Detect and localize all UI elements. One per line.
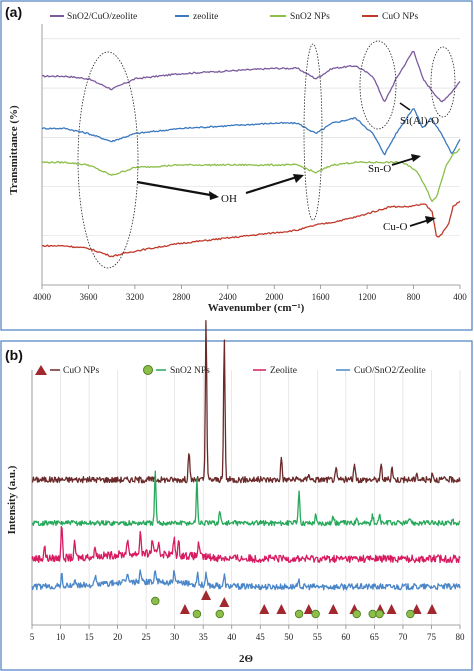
- xrd-series-sno2-nps: [31, 470, 461, 527]
- legend-b-item-3: Zeolite: [270, 366, 297, 376]
- ftir-legend: SnO2/CuO/zeolite zeolite SnO2 NPs CuO NP…: [50, 12, 418, 22]
- sno2-phase-marker: [192, 609, 202, 619]
- sno2-phase-marker: [406, 609, 415, 619]
- legend-b-item-1: CuO NPs: [63, 366, 99, 376]
- ftir-tick-label: 2000: [265, 292, 284, 302]
- ftir-series-sno2-cuo-zeolite: [41, 50, 461, 103]
- cu-o-annotation: Cu-O: [383, 221, 408, 233]
- xrd-phase-markers: [151, 590, 438, 619]
- ftir-tick-label: 3600: [79, 292, 98, 302]
- ftir-grid: [42, 38, 460, 237]
- oh-arrow-left-head: [209, 191, 219, 200]
- xrd-tick-label: 75: [427, 632, 437, 642]
- legend-b-circle-marker: [143, 365, 153, 375]
- xrd-tick-label: 25: [142, 632, 152, 642]
- cuo-phase-marker: [386, 604, 397, 614]
- legend-b-triangle-marker: [35, 365, 47, 375]
- cuo-phase-marker: [219, 597, 230, 607]
- xrd-x-axis-title: 2Θ: [239, 653, 254, 665]
- xrd-tick-label: 65: [370, 632, 380, 642]
- ftir-series-zeolite: [41, 108, 461, 156]
- oh-arrow-right: [245, 174, 301, 195]
- ftir-tick-label: 400: [453, 292, 467, 302]
- ftir-tick-label: 2400: [219, 292, 238, 302]
- ftir-series: [41, 50, 461, 258]
- legend-b-item-2: SnO2 NPs: [170, 366, 210, 376]
- ftir-series-sno2-nps: [41, 148, 461, 203]
- xrd-tick-label: 50: [284, 632, 294, 642]
- legend-b-item-4: CuO/SnO2/Zeolite: [354, 366, 426, 376]
- xrd-tick-label: 20: [113, 632, 123, 642]
- panel-b-label: (b): [5, 347, 23, 363]
- sno2-phase-marker: [294, 609, 304, 619]
- xrd-tick-label: 10: [56, 632, 66, 642]
- cu-o-arrow-head: [425, 216, 436, 224]
- legend-a-item-2: zeolite: [193, 12, 218, 22]
- legend-a-item-3: SnO2 NPs: [290, 12, 330, 22]
- si-al-o-ellipse: [359, 40, 397, 130]
- xrd-tick-label: 35: [199, 632, 209, 642]
- cuo-phase-marker: [201, 590, 212, 600]
- xrd-series-cuo-sno2-zeolite: [31, 569, 461, 591]
- sno2-phase-marker: [352, 609, 361, 619]
- ftir-tick-label: 4000: [33, 292, 52, 302]
- ftir-chart: 4000 3600 3200 2800 2400 2000 1600 1200 800 400 O…: [8, 12, 467, 314]
- cuo-phase-marker: [276, 604, 287, 614]
- xrd-tick-label: 5: [30, 632, 35, 642]
- legend-a-item-1: SnO2/CuO/zeolite: [67, 12, 137, 22]
- oh-arrow-right-head: [293, 174, 304, 183]
- xrd-series-cuo-nps: [31, 320, 461, 484]
- sno2-phase-marker: [375, 609, 384, 619]
- cuo-phase-marker: [303, 604, 314, 614]
- ftir-series-cuo-nps: [41, 200, 461, 258]
- si-al-o-arrow: [399, 102, 411, 111]
- sn-o-annotation: Sn-O: [368, 163, 391, 175]
- sno2-phase-marker: [311, 609, 320, 619]
- cuo-phase-marker: [411, 604, 422, 614]
- ftir-tick-label: 3200: [126, 292, 145, 302]
- ftir-tick-label: 2800: [172, 292, 191, 302]
- xrd-chart: 5 10 15 20 25 30 35 40 45 50 55 60 65 70 75 80 2Θ Inten…: [6, 320, 465, 665]
- xrd-series: [31, 320, 461, 591]
- ftir-x-ticks: 4000 3600 3200 2800 2400 2000 1600 1200 800 400: [33, 285, 467, 302]
- oh-ellipse-3400: [77, 51, 139, 269]
- panel-a-label: (a): [5, 4, 22, 20]
- sno2-phase-marker: [151, 596, 160, 606]
- oh-annotation: OH: [221, 193, 237, 205]
- xrd-x-ticks: 5 10 15 20 25 30 35 40 45 50 55 60 65 70 75 80: [30, 625, 465, 642]
- cuo-phase-marker: [179, 604, 190, 614]
- xrd-tick-label: 55: [313, 632, 323, 642]
- cuo-phase-marker: [427, 604, 438, 614]
- xrd-tick-label: 80: [456, 632, 466, 642]
- oh-ellipse-1640: [303, 43, 323, 221]
- cuo-phase-marker: [259, 604, 270, 614]
- ftir-tick-label: 1600: [312, 292, 331, 302]
- sn-o-arrow-head: [411, 154, 421, 162]
- ftir-tick-label: 800: [407, 292, 421, 302]
- panel-b-frame: [0, 340, 473, 671]
- sno2-phase-marker: [215, 609, 224, 619]
- si-al-o-annotation: Si(Al)-O: [400, 115, 439, 127]
- ftir-x-axis-title: Wavenumber (cm⁻¹): [208, 302, 305, 314]
- cuo-region-ellipse: [430, 46, 456, 118]
- xrd-tick-label: 60: [341, 632, 351, 642]
- xrd-tick-label: 30: [170, 632, 180, 642]
- xrd-tick-label: 40: [227, 632, 237, 642]
- xrd-tick-label: 45: [256, 632, 266, 642]
- xrd-legend: CuO NPs SnO2 NPs Zeolite CuO/SnO2/Zeolit…: [35, 365, 426, 376]
- xrd-tick-label: 70: [398, 632, 408, 642]
- cuo-phase-marker: [328, 604, 339, 614]
- panel-a-frame: [0, 0, 473, 331]
- xrd-y-axis-title: Intensity (a.u.): [6, 465, 18, 534]
- xrd-tick-label: 15: [85, 632, 95, 642]
- xrd-series-zeolite: [31, 526, 461, 564]
- oh-arrow-left: [136, 180, 217, 198]
- ftir-tick-label: 1200: [358, 292, 377, 302]
- ftir-y-axis-title: Transmittance (%): [8, 105, 20, 195]
- legend-a-item-4: CuO NPs: [382, 12, 418, 22]
